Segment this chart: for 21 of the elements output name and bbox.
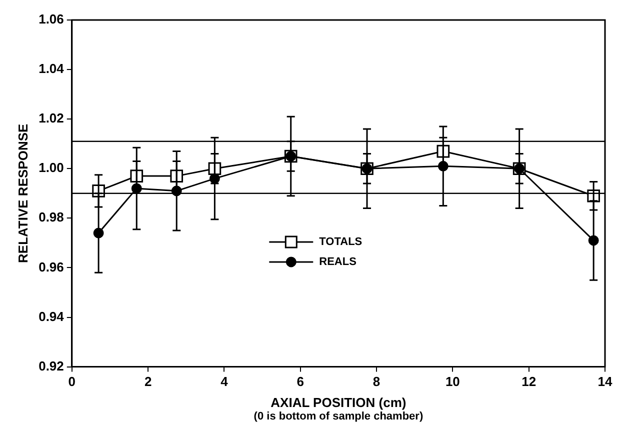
y-tick-label: 1.04 <box>38 61 65 76</box>
x-tick-label: 0 <box>68 374 76 390</box>
x-tick-label: 14 <box>598 374 613 390</box>
x-tick-label: 6 <box>296 374 304 390</box>
x-tick-label: 4 <box>220 374 229 390</box>
y-axis-title: RELATIVE RESPONSE <box>15 123 30 263</box>
text: (0 is bottom of sample chamber) <box>254 410 424 423</box>
x-tick-label: 8 <box>372 374 380 390</box>
x-axis-title: AXIAL POSITION (cm) <box>270 394 406 410</box>
y-tick-label: 0.94 <box>38 308 65 324</box>
y-tick-label: 1.06 <box>38 12 64 27</box>
legend-label: TOTALS <box>319 236 362 248</box>
y-tick-label: 0.96 <box>38 259 64 274</box>
text: 1.00 <box>38 160 64 176</box>
y-tick-label: 1.02 <box>38 110 64 126</box>
x-tick-label: 10 <box>445 374 460 390</box>
y-tick-label: 0.98 <box>38 210 64 225</box>
y-tick-label: 0.92 <box>38 358 64 374</box>
x-tick-label: 2 <box>144 374 152 390</box>
x-tick-label: 12 <box>522 374 536 390</box>
legend-label: REALS <box>319 256 356 268</box>
